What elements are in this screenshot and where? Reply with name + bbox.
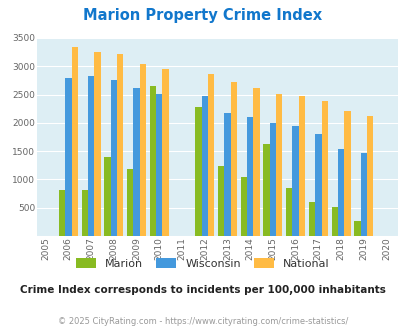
Bar xyxy=(88,77,94,236)
Bar xyxy=(298,96,305,236)
Bar xyxy=(104,157,110,236)
Bar xyxy=(201,96,207,236)
Bar xyxy=(240,177,246,236)
Bar xyxy=(246,117,253,236)
Bar xyxy=(110,81,117,236)
Bar xyxy=(314,134,321,236)
Bar xyxy=(269,123,275,236)
Bar xyxy=(127,169,133,236)
Bar xyxy=(59,189,65,236)
Bar xyxy=(94,51,100,236)
Bar xyxy=(224,113,230,236)
Bar xyxy=(207,74,214,236)
Bar xyxy=(217,166,224,236)
Bar xyxy=(263,144,269,236)
Legend: Marion, Wisconsin, National: Marion, Wisconsin, National xyxy=(76,258,329,269)
Bar xyxy=(292,126,298,236)
Bar xyxy=(360,153,366,236)
Bar xyxy=(286,188,292,236)
Bar xyxy=(139,64,146,236)
Bar xyxy=(337,149,343,236)
Bar xyxy=(133,88,139,236)
Text: © 2025 CityRating.com - https://www.cityrating.com/crime-statistics/: © 2025 CityRating.com - https://www.city… xyxy=(58,317,347,326)
Bar xyxy=(354,221,360,236)
Bar xyxy=(81,189,88,236)
Bar xyxy=(230,82,237,236)
Bar xyxy=(65,78,71,236)
Bar xyxy=(343,111,350,236)
Bar xyxy=(71,47,78,236)
Bar xyxy=(275,94,282,236)
Bar xyxy=(162,69,168,236)
Bar xyxy=(156,94,162,236)
Bar xyxy=(195,107,201,236)
Bar xyxy=(117,54,123,236)
Text: Marion Property Crime Index: Marion Property Crime Index xyxy=(83,8,322,23)
Text: Crime Index corresponds to incidents per 100,000 inhabitants: Crime Index corresponds to incidents per… xyxy=(20,285,385,295)
Bar xyxy=(331,207,337,236)
Bar xyxy=(321,101,327,236)
Bar xyxy=(253,88,259,236)
Bar xyxy=(149,86,156,236)
Bar xyxy=(366,116,373,236)
Bar xyxy=(308,202,314,236)
